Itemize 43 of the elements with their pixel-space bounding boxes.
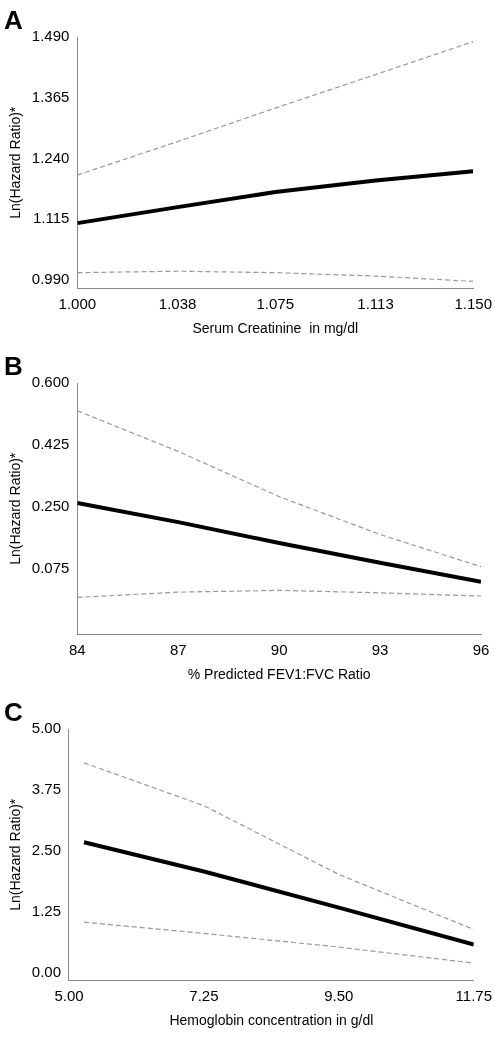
line-series xyxy=(77,589,481,599)
y-tick-label: 5.00 xyxy=(31,719,61,737)
y-axis-title: Ln(Hazard Ratio)* xyxy=(7,452,24,565)
y-tick-label: 0.00 xyxy=(31,963,61,981)
y-tick-label: 1.25 xyxy=(31,902,61,920)
y-tick-label: 3.75 xyxy=(31,780,61,798)
line-series xyxy=(77,40,474,176)
y-tick-label: 1.490 xyxy=(31,27,70,45)
chart-title: B xyxy=(4,350,23,381)
x-tick-label: 1.113 xyxy=(357,295,394,313)
x-tick-label: 1.000 xyxy=(58,295,97,313)
x-tick-label: 11.75 xyxy=(455,987,493,1005)
x-tick-label: 1.038 xyxy=(158,295,197,313)
x-tick-label: 1.075 xyxy=(256,295,295,313)
x-tick-label: 96 xyxy=(472,641,490,659)
y-axis-title: Ln(Hazard Ratio)* xyxy=(7,798,24,911)
y-tick-label: 0.990 xyxy=(31,270,70,288)
x-axis-title: Serum Creatinine in mg/dl xyxy=(192,320,359,337)
x-tick-label: 7.25 xyxy=(189,987,219,1005)
x-tick-label: 93 xyxy=(371,641,389,659)
x-tick-label: 90 xyxy=(270,641,288,659)
chart-title: C xyxy=(4,696,23,727)
line-series xyxy=(83,921,474,964)
x-tick-label: 84 xyxy=(68,641,86,659)
y-tick-label: 0.250 xyxy=(31,497,70,515)
y-tick-label: 1.365 xyxy=(31,88,70,106)
line-series xyxy=(83,762,474,931)
line-series xyxy=(77,410,481,568)
x-tick-label: 1.150 xyxy=(454,295,493,313)
x-tick-label: 5.00 xyxy=(54,987,84,1005)
y-tick-label: 1.240 xyxy=(31,148,70,166)
y-tick-label: 0.075 xyxy=(31,558,70,576)
y-tick-label: 2.50 xyxy=(31,841,61,859)
y-tick-label: 0.600 xyxy=(31,373,70,391)
y-tick-label: 1.115 xyxy=(32,209,70,227)
x-axis-title: % Predicted FEV1:FVC Ratio xyxy=(187,666,371,683)
y-axis-title: Ln(Hazard Ratio)* xyxy=(7,106,24,219)
line-series xyxy=(77,270,474,282)
chart-title: A xyxy=(4,4,23,35)
x-axis-title: Hemoglobin concentration in g/dl xyxy=(169,1012,374,1029)
y-tick-label: 0.425 xyxy=(31,435,70,453)
x-tick-label: 87 xyxy=(169,641,187,659)
x-tick-label: 9.50 xyxy=(324,987,354,1005)
